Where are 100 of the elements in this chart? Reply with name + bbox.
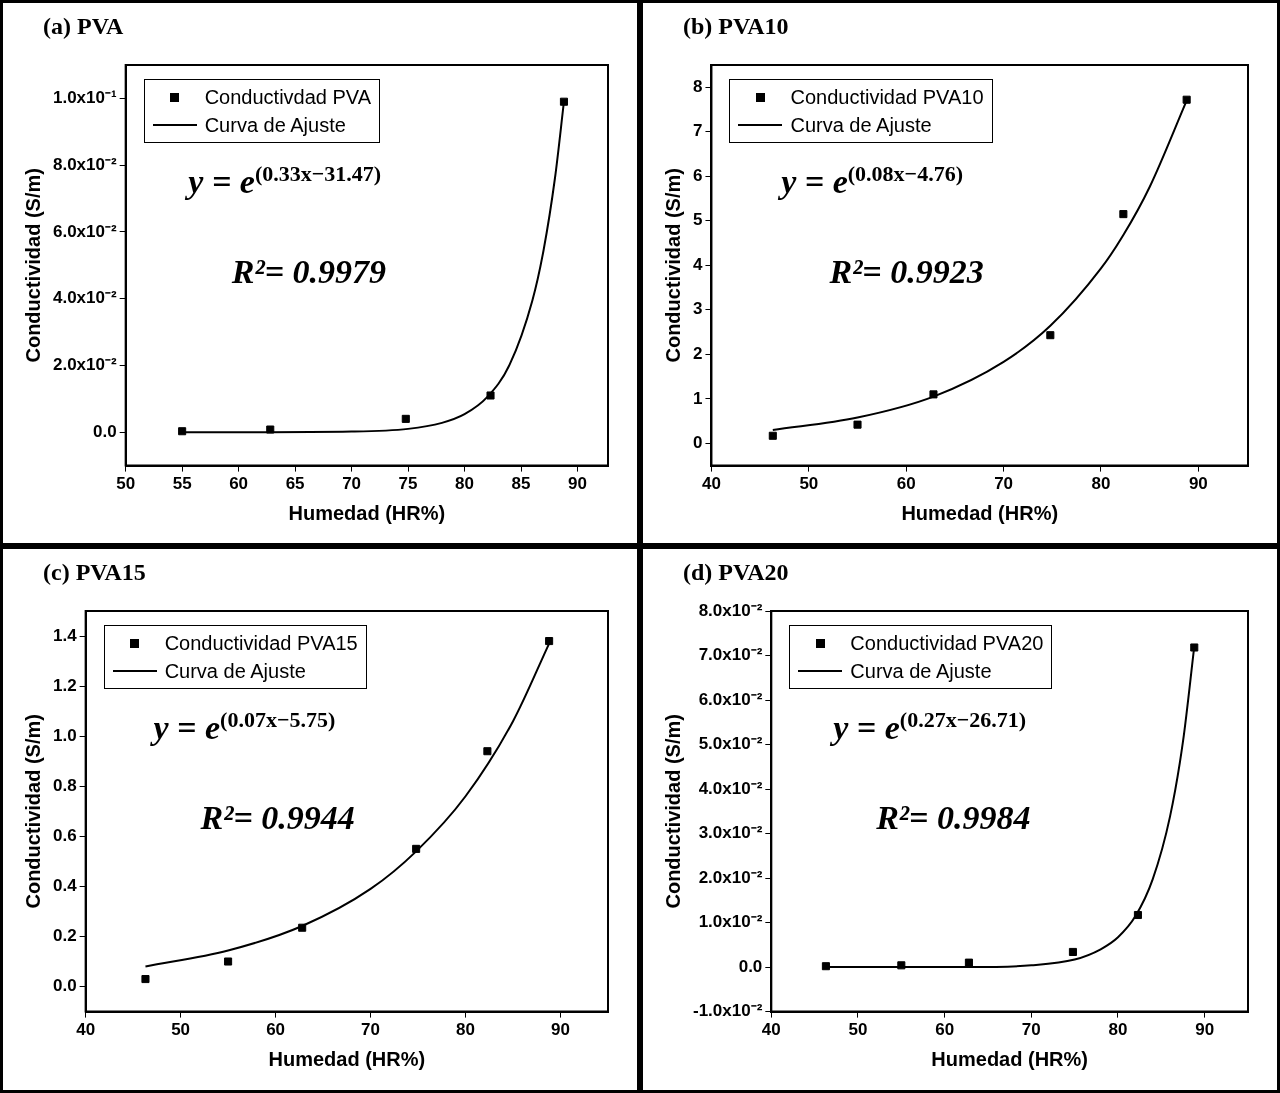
y-tick-label: 0.8: [52, 775, 77, 795]
point: [401, 414, 410, 423]
annotation: R²= 0.9979: [231, 253, 387, 292]
x-tick-label: 60: [266, 1020, 286, 1040]
x-tick-label: 70: [342, 474, 362, 494]
y-tick-label: 6.0x10⁻²: [698, 689, 763, 709]
chart-title: (c) PVA15: [43, 559, 146, 586]
point: [141, 975, 150, 984]
point: [1068, 947, 1077, 956]
annotation: R²= 0.9923: [829, 253, 984, 292]
y-tick-label: 0.0: [738, 956, 763, 976]
legend-label: Conductivdad PVA: [204, 85, 372, 109]
point: [486, 391, 495, 400]
y-tick-label: 5.0x10⁻²: [698, 734, 763, 754]
x-tick-label: 40: [76, 1020, 96, 1040]
chart-title: (d) PVA20: [683, 559, 789, 586]
point: [1133, 910, 1142, 920]
y-tick-label: 1.0x10⁻²: [698, 912, 763, 932]
y-tick-label: 2: [692, 344, 703, 364]
x-axis-title: Humedad (HR%): [288, 501, 446, 524]
y-tick-label: 1.2: [52, 675, 77, 695]
y-tick-label: 0.0: [52, 976, 77, 996]
point: [821, 962, 830, 971]
y-tick-label: 8.0x10⁻²: [52, 154, 117, 174]
point: [853, 420, 862, 429]
y-tick-label: 3.0x10⁻²: [698, 823, 763, 843]
y-tick-label: 8.0x10⁻²: [698, 600, 763, 620]
legend-label: Curva de Ajuste: [164, 659, 306, 683]
x-tick-label: 90: [1195, 1020, 1215, 1040]
y-tick-label: -1.0x10⁻²: [692, 1001, 763, 1021]
point: [897, 961, 906, 970]
x-tick-label: 50: [848, 1020, 868, 1040]
y-tick-label: 2.0x10⁻²: [52, 355, 117, 375]
x-tick-label: 70: [994, 474, 1014, 494]
y-tick-label: 6: [692, 165, 703, 185]
x-axis-title: Humedad (HR%): [931, 1047, 1088, 1070]
x-tick-label: 85: [511, 474, 531, 494]
chart-title: (b) PVA10: [683, 13, 789, 40]
point: [964, 958, 973, 967]
x-tick-label: 90: [1188, 474, 1208, 494]
x-tick-label: 60: [935, 1020, 955, 1040]
y-tick-label: 0.6: [52, 826, 77, 846]
chart-title: (a) PVA: [43, 13, 124, 40]
x-axis-title: Humedad (HR%): [268, 1047, 426, 1070]
legend-label: Curva de Ajuste: [850, 659, 992, 683]
y-tick-label: 4.0x10⁻²: [52, 288, 117, 308]
point: [178, 427, 187, 436]
y-tick-label: 4: [692, 254, 703, 274]
point: [224, 957, 233, 966]
point: [298, 923, 307, 932]
y-tick-label: 3: [692, 299, 703, 319]
x-tick-label: 90: [568, 474, 587, 494]
y-axis-title: Conductividad (S/m): [21, 168, 44, 363]
point: [768, 431, 777, 440]
y-tick-label: 1.4: [52, 625, 78, 645]
y-tick-label: 4.0x10⁻²: [698, 778, 763, 798]
point: [545, 637, 554, 646]
y-tick-label: 7.0x10⁻²: [698, 645, 763, 665]
annotation: R²= 0.9944: [200, 799, 355, 838]
point: [1182, 95, 1191, 104]
x-tick-label: 60: [229, 474, 249, 494]
y-axis-title: Conductividad (S/m): [661, 168, 684, 363]
x-tick-label: 55: [172, 474, 192, 494]
y-tick-label: 2.0x10⁻²: [698, 867, 763, 887]
x-axis-title: Humedad (HR%): [901, 501, 1059, 524]
point: [929, 390, 938, 399]
x-tick-label: 60: [896, 474, 916, 494]
point: [266, 425, 275, 434]
point: [1046, 331, 1055, 340]
y-tick-label: 1.0x10⁻¹: [52, 88, 117, 108]
x-tick-label: 90: [551, 1020, 570, 1040]
y-tick-label: 7: [692, 121, 703, 141]
x-tick-label: 50: [116, 474, 136, 494]
y-tick-label: 0.2: [52, 926, 77, 946]
x-tick-label: 80: [1108, 1020, 1128, 1040]
legend-label: Curva de Ajuste: [204, 113, 346, 137]
y-tick-label: 6.0x10⁻²: [52, 221, 117, 241]
x-tick-label: 40: [761, 1020, 781, 1040]
annotation: R²= 0.9984: [876, 799, 1031, 838]
y-tick-label: 0: [692, 433, 703, 453]
point: [483, 747, 492, 756]
y-axis-title: Conductividad (S/m): [21, 714, 44, 909]
x-tick-label: 50: [171, 1020, 191, 1040]
x-tick-label: 70: [1021, 1020, 1041, 1040]
point: [559, 97, 568, 106]
y-tick-label: 5: [692, 210, 703, 230]
x-tick-label: 40: [701, 474, 721, 494]
x-tick-label: 50: [799, 474, 819, 494]
y-tick-label: 1.0: [52, 725, 77, 745]
legend-label: Conductividad PVA15: [164, 631, 358, 655]
x-tick-label: 75: [398, 474, 418, 494]
legend-label: Conductividad PVA10: [790, 85, 984, 109]
x-tick-label: 80: [455, 474, 474, 494]
point: [1190, 643, 1199, 652]
x-tick-label: 80: [1091, 474, 1111, 494]
y-tick-label: 0.0: [93, 421, 117, 441]
x-tick-label: 65: [285, 474, 305, 494]
y-axis-title: Conductividad (S/m): [661, 714, 684, 909]
y-tick-label: 1: [692, 388, 703, 408]
y-tick-label: 0.4: [52, 876, 78, 896]
